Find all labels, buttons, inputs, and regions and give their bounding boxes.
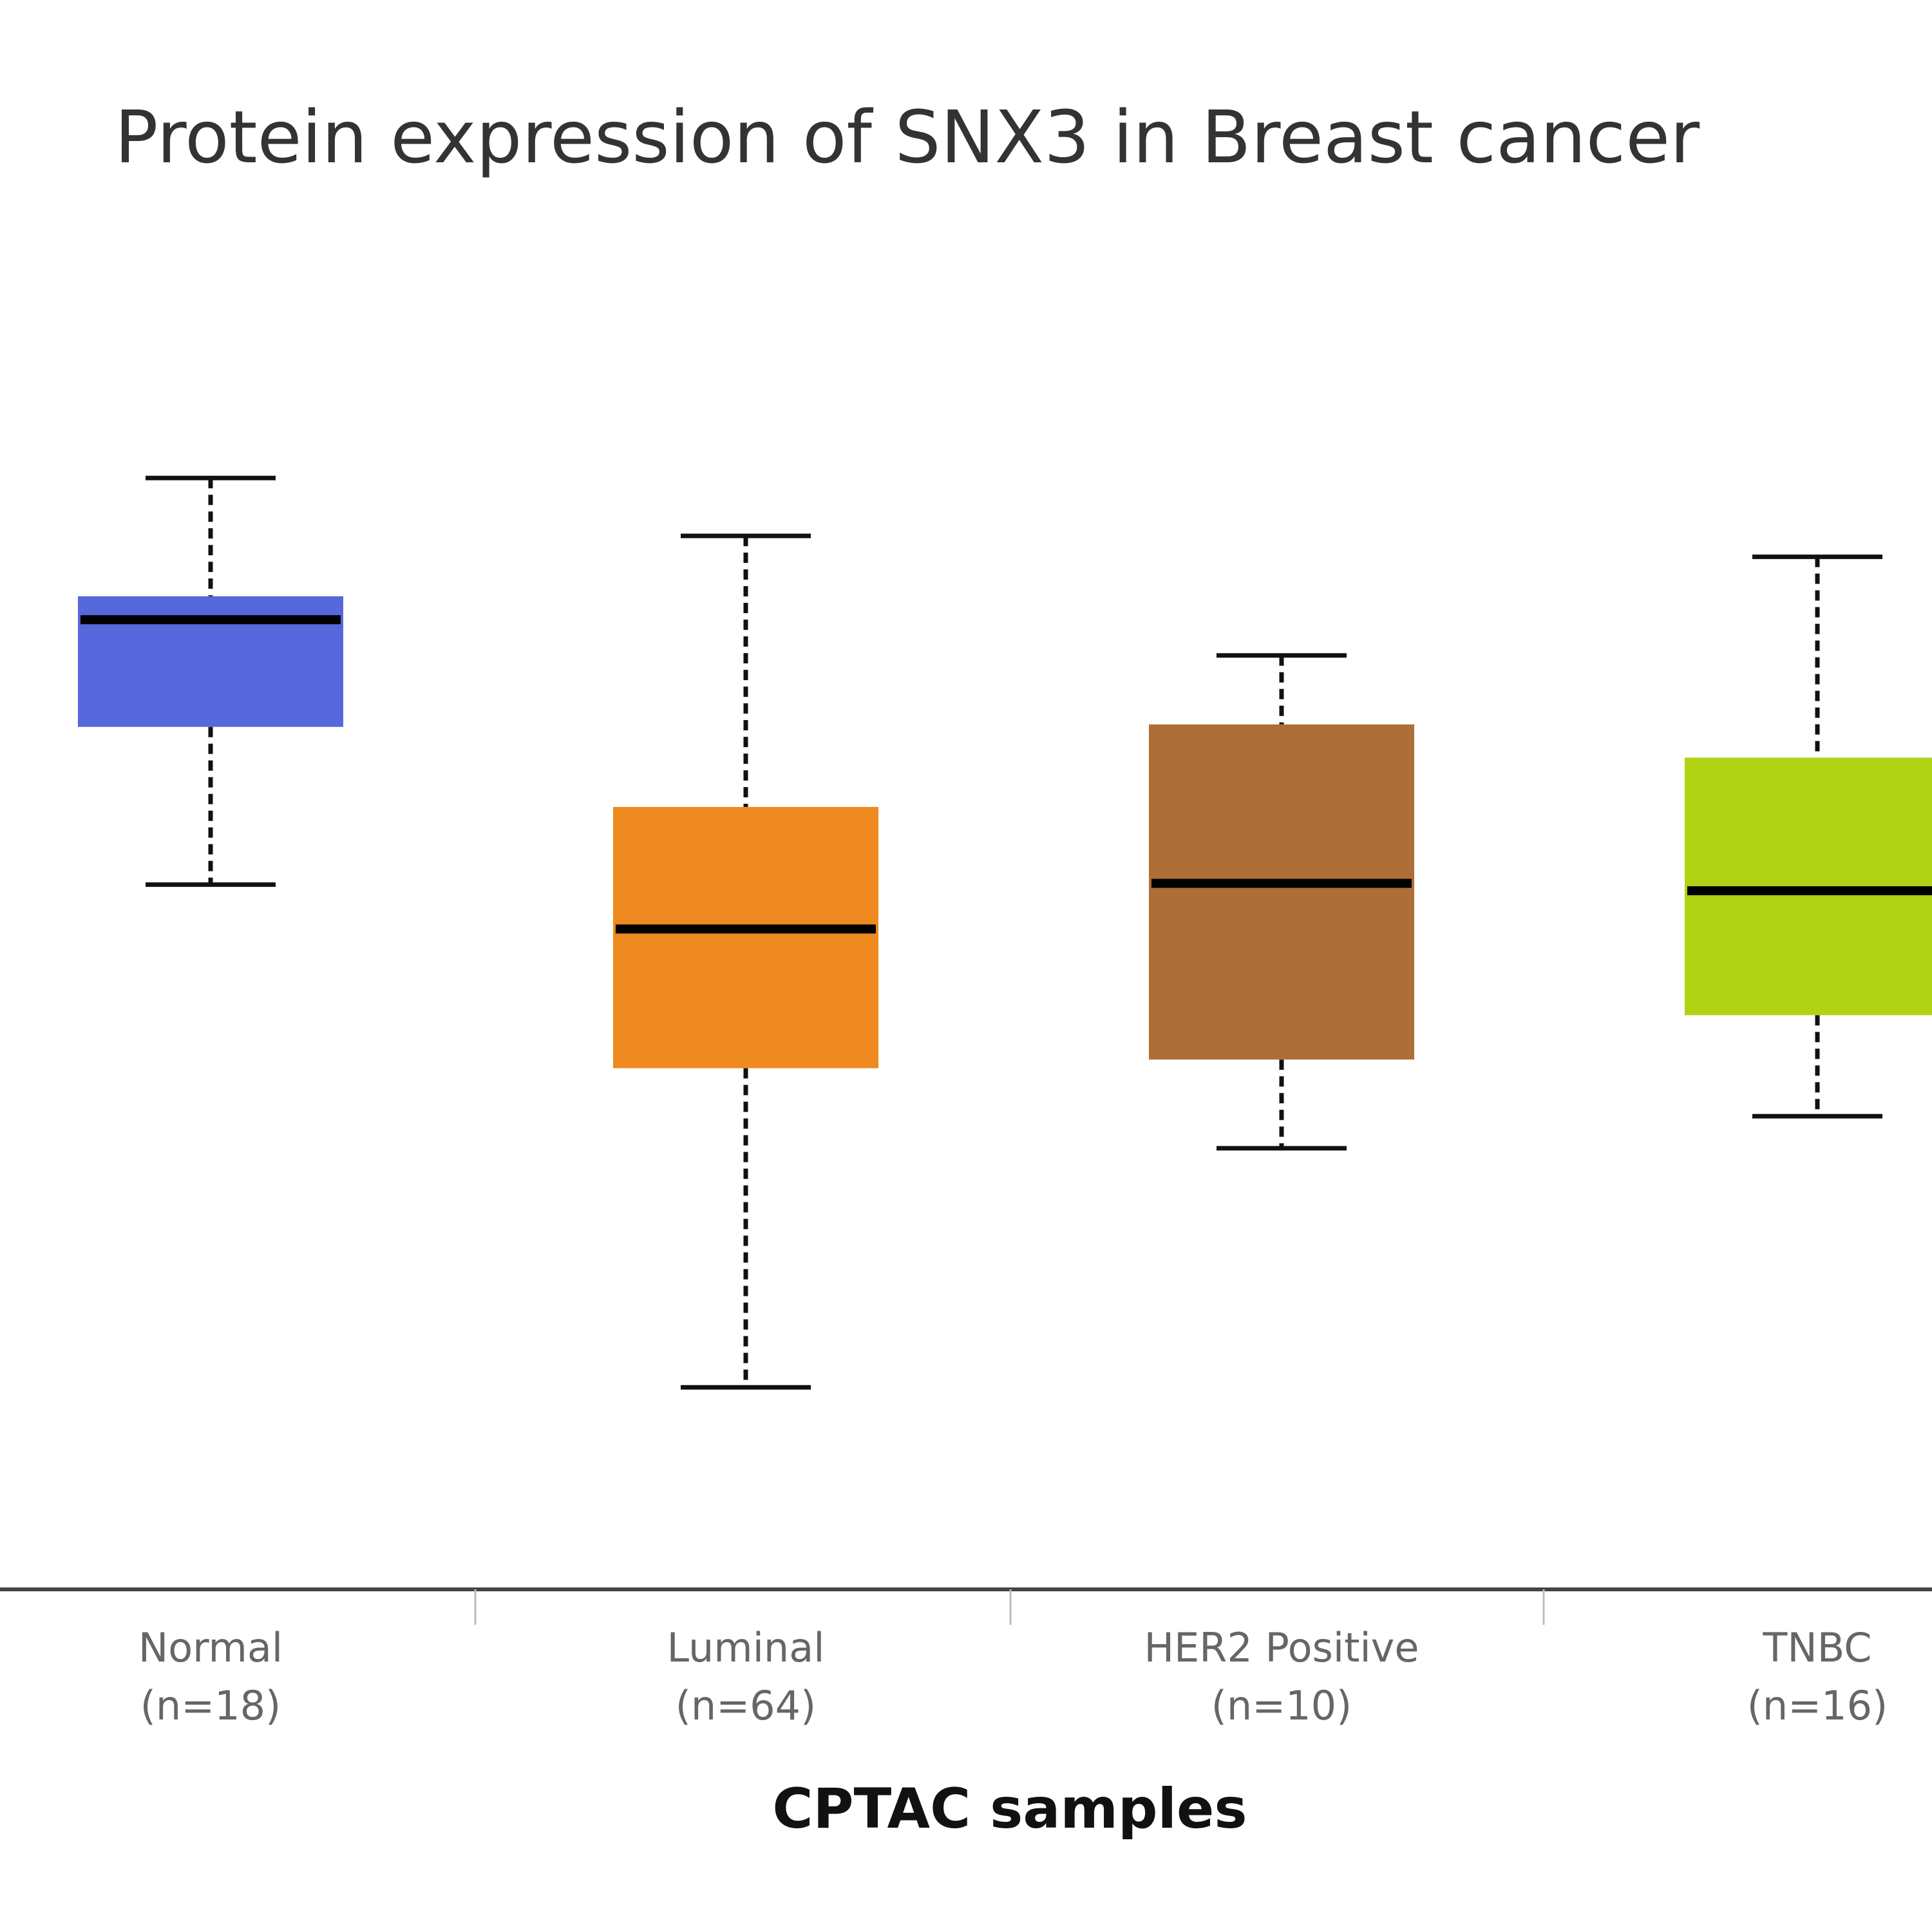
iqr-box [1149, 724, 1414, 1060]
boxes-group [78, 475, 1932, 1390]
box-luminal [613, 533, 878, 1390]
box-her2-positive [1149, 653, 1414, 1151]
category-label: TNBC [1763, 1624, 1872, 1671]
box-normal [78, 475, 343, 887]
category-count: (n=18) [140, 1682, 281, 1729]
box-tnbc [1685, 554, 1932, 1119]
category-count: (n=16) [1747, 1682, 1888, 1729]
x-axis-ticks [474, 1589, 1545, 1625]
x-axis-title: CPTAC samples [772, 1777, 1247, 1841]
x-axis-labels: Normal (n=18) Luminal (n=64) HER2 Positive (n… [138, 1624, 1888, 1729]
iqr-box [613, 807, 878, 1068]
chart-title: Protein expression of SNX3 in Breast can… [115, 96, 1700, 180]
category-label: Luminal [667, 1624, 825, 1671]
category-count: (n=10) [1211, 1682, 1352, 1729]
category-label: Normal [138, 1624, 283, 1671]
category-count: (n=64) [676, 1682, 817, 1729]
category-label: HER2 Positive [1144, 1624, 1419, 1671]
